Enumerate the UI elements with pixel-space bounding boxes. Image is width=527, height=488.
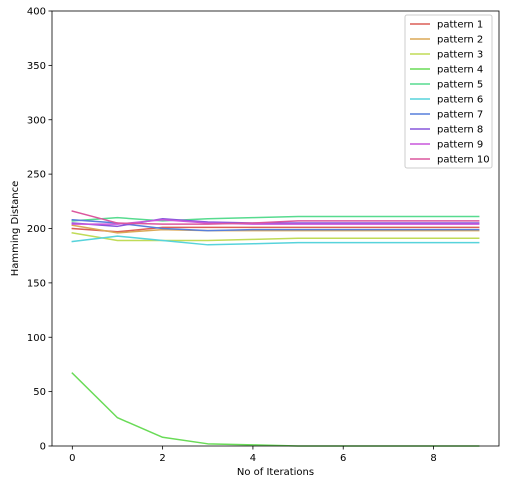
series-line-pattern-1	[71, 226, 480, 233]
series-line-pattern-9	[71, 219, 480, 225]
y-tick-label: 150	[27, 278, 46, 289]
series-layer	[71, 210, 480, 447]
legend-label: pattern 6	[437, 95, 483, 106]
legend-label: pattern 1	[437, 20, 483, 31]
x-axis-label: No of Iterations	[237, 467, 314, 478]
series-line-pattern-5	[71, 215, 480, 222]
axes-layer: 0 2 4 6 8 0 50 100 150 200 250 300 350 400	[27, 7, 437, 465]
legend: pattern 1 pattern 2 pattern 3 pattern 4 patt…	[404, 14, 493, 169]
legend-label: pattern 8	[437, 125, 483, 136]
y-tick-label: 50	[33, 387, 46, 398]
plot-frame	[51, 10, 500, 447]
series-line-pattern-6	[71, 235, 480, 246]
y-tick-label: 0	[40, 442, 46, 453]
legend-label: pattern 5	[437, 80, 483, 91]
legend-label: pattern 10	[437, 155, 490, 166]
y-tick-label: 250	[27, 170, 46, 181]
x-tick-label: 4	[250, 453, 256, 464]
legend-label: pattern 7	[437, 110, 483, 121]
x-tick-label: 8	[430, 453, 436, 464]
legend-label: pattern 4	[437, 65, 483, 76]
legend-label: pattern 3	[437, 50, 483, 61]
y-tick-label: 200	[27, 224, 46, 235]
x-tick-label: 2	[159, 453, 165, 464]
series-line-pattern-3	[71, 231, 480, 242]
legend-label: pattern 9	[437, 140, 483, 151]
x-tick-label: 0	[69, 453, 75, 464]
series-line-pattern-7	[71, 218, 480, 232]
y-axis-label: Hamming Distance	[10, 181, 21, 277]
x-tick-label: 6	[340, 453, 346, 464]
series-line-pattern-10	[71, 210, 480, 225]
y-tick-label: 100	[27, 333, 46, 344]
y-tick-label: 350	[27, 61, 46, 72]
y-tick-label: 400	[27, 7, 46, 18]
legend-label: pattern 2	[437, 35, 483, 46]
y-tick-label: 300	[27, 115, 46, 126]
series-line-pattern-2	[71, 224, 480, 234]
